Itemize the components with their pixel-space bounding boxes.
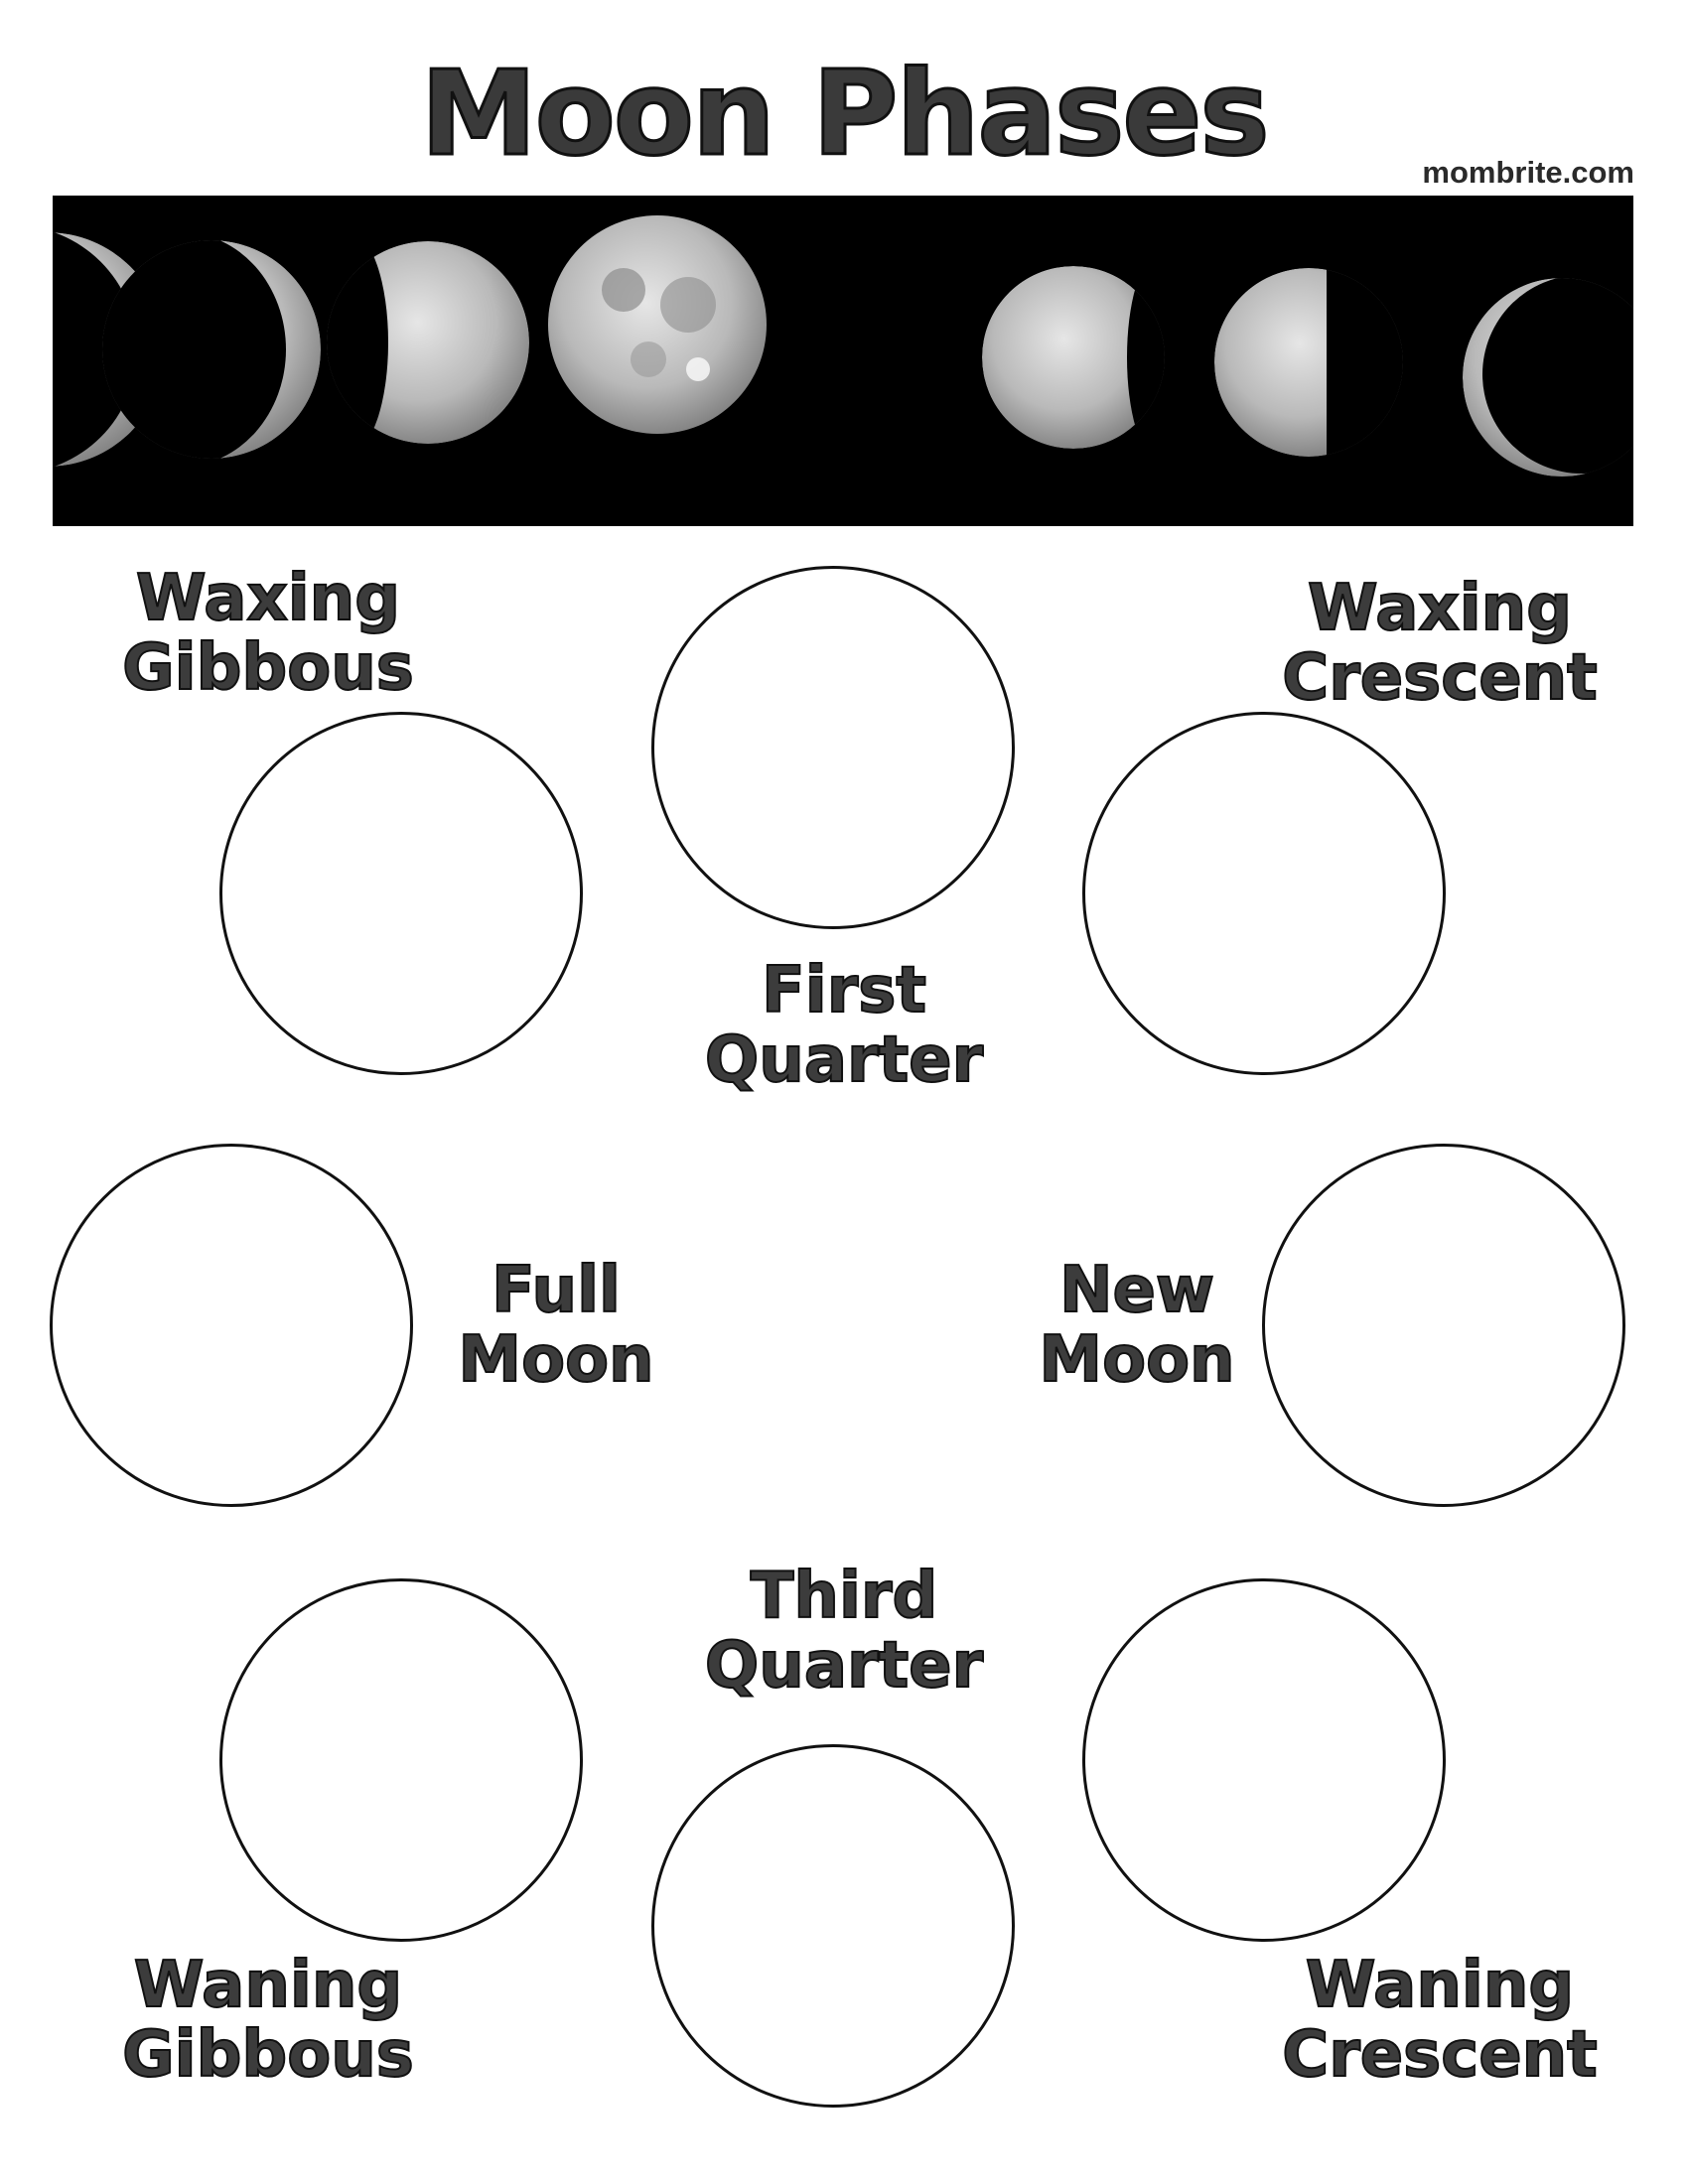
- moon-phase-image-5: [982, 266, 1165, 449]
- circle-waning-crescent[interactable]: [1082, 1578, 1446, 1942]
- circle-waxing-crescent[interactable]: [1082, 712, 1446, 1075]
- circle-new-moon[interactable]: [1262, 1144, 1625, 1507]
- site-credit: mombrite.com: [1422, 155, 1634, 190]
- moon-phase-image-3: [327, 241, 529, 444]
- circle-waning-gibbous[interactable]: [219, 1578, 583, 1942]
- moon-phase-image-2: [102, 240, 321, 459]
- label-third-quarter: Third Quarter: [704, 1560, 984, 1703]
- moon-phase-image-6: [1214, 268, 1403, 457]
- page-title: Moon Phases: [419, 44, 1271, 184]
- moon-phases-banner: [53, 196, 1633, 526]
- circle-waxing-gibbous[interactable]: [219, 712, 583, 1075]
- moon-phases-photo-strip: [53, 215, 1633, 477]
- moon-phase-image-7: [1463, 278, 1633, 477]
- label-first-quarter: First Quarter: [704, 954, 984, 1097]
- label-waning-crescent: Waning Crescent: [1281, 1949, 1599, 2092]
- circle-first-quarter[interactable]: [651, 566, 1015, 929]
- circle-full-moon[interactable]: [50, 1144, 413, 1507]
- label-new-moon: New Moon: [1038, 1254, 1235, 1397]
- label-waxing-crescent: Waxing Crescent: [1281, 572, 1599, 715]
- label-full-moon: Full Moon: [457, 1254, 654, 1397]
- moon-phase-image-1: [53, 232, 165, 467]
- label-waxing-gibbous: Waxing Gibbous: [121, 562, 415, 705]
- circle-third-quarter[interactable]: [651, 1744, 1015, 2108]
- moon-phase-image-4: [548, 215, 767, 434]
- label-waning-gibbous: Waning Gibbous: [121, 1949, 415, 2092]
